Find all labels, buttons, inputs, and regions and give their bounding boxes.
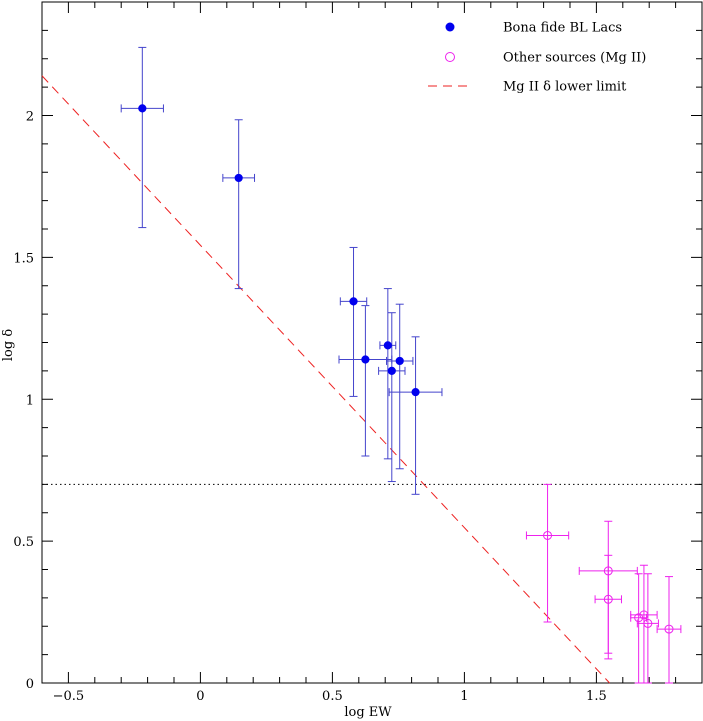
bl-lac-point bbox=[383, 341, 392, 350]
error-bar bbox=[525, 483, 570, 623]
bl-lac-point bbox=[395, 356, 404, 366]
bl-lac-point bbox=[411, 388, 420, 397]
y-tick-label: 1 bbox=[26, 393, 34, 408]
plot-border bbox=[41, 1, 703, 684]
error-bar bbox=[339, 246, 368, 397]
bl-lac-point bbox=[361, 355, 370, 364]
error-bar bbox=[378, 312, 406, 483]
other-source-point bbox=[639, 610, 649, 620]
bl-lac-point bbox=[234, 173, 243, 183]
error-bar bbox=[656, 576, 682, 684]
bl-lac-point bbox=[387, 366, 396, 375]
error-bar bbox=[594, 554, 622, 660]
y-axis-title: log δ bbox=[1, 329, 16, 361]
x-tick-label: 1.5 bbox=[586, 689, 607, 704]
plot-frame bbox=[41, 1, 703, 684]
other-source-point bbox=[664, 624, 674, 634]
bl-lac-point bbox=[138, 104, 147, 113]
error-bar bbox=[338, 305, 393, 457]
y-tick-label: 2 bbox=[26, 110, 34, 125]
data-markers bbox=[138, 104, 674, 634]
x-tick-label: 0 bbox=[196, 689, 204, 704]
legend-symbol-open-circle bbox=[445, 52, 455, 62]
legend: Bona fide BL Lacs Other sources (Mg II) Mg… bbox=[428, 21, 646, 95]
mg-ii-lower-limit-line bbox=[41, 75, 610, 684]
y-tick-label: 0 bbox=[26, 677, 34, 692]
axis-ticks bbox=[41, 1, 703, 684]
other-source-point bbox=[543, 530, 553, 540]
error-bar bbox=[222, 119, 256, 290]
error-bar bbox=[120, 46, 164, 229]
y-tick-label: 0.5 bbox=[13, 535, 34, 550]
y-tick-label: 1.5 bbox=[13, 251, 34, 266]
error-bar bbox=[386, 303, 414, 470]
bl-lac-point bbox=[349, 297, 358, 306]
other-source-point bbox=[634, 613, 644, 623]
other-source-point bbox=[603, 594, 613, 604]
legend-label: Mg II δ lower limit bbox=[503, 80, 627, 95]
x-tick-label: 1 bbox=[460, 689, 468, 704]
error-bar bbox=[636, 573, 659, 684]
axis-tick-labels: −0.5 0 0.5 1 1.5 0 0.5 1 1.5 2 bbox=[13, 110, 606, 705]
x-tick-label: −0.5 bbox=[53, 689, 85, 704]
legend-symbol-filled-circle bbox=[445, 22, 455, 32]
other-source-point bbox=[603, 566, 613, 576]
x-axis-title: log EW bbox=[344, 705, 392, 720]
error-bars bbox=[120, 46, 682, 684]
legend-label: Bona fide BL Lacs bbox=[503, 21, 622, 36]
other-source-point bbox=[643, 618, 653, 628]
legend-label: Other sources (Mg II) bbox=[503, 51, 646, 66]
x-tick-label: 0.5 bbox=[322, 689, 343, 704]
reference-lines bbox=[41, 75, 702, 684]
